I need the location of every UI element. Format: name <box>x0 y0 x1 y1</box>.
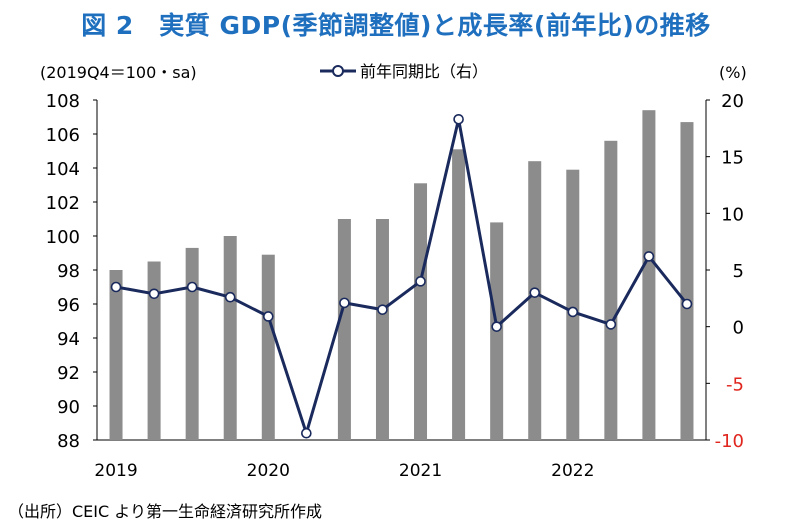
bar-2021Q1 <box>414 183 428 441</box>
bar-2021Q2 <box>452 149 466 441</box>
bar-2022Q2 <box>604 140 618 441</box>
right-tick-label: 10 <box>721 204 744 225</box>
x-tick-label: 2021 <box>399 461 442 481</box>
legend-label: 前年同期比（右） <box>360 62 488 81</box>
growth-point-2020Q4 <box>377 304 388 315</box>
left-tick-label: 96 <box>57 295 80 316</box>
growth-point-2019Q1 <box>110 281 122 293</box>
growth-point-2022Q3 <box>643 251 655 262</box>
bar-2022Q1 <box>566 169 580 440</box>
growth-point-2021Q4 <box>529 287 541 298</box>
left-tick-label: 102 <box>46 193 80 214</box>
source-note: （出所）CEIC より第一生命経済研究所作成 <box>8 502 322 521</box>
growth-point-2019Q2 <box>148 288 160 300</box>
bar-2022Q3 <box>642 110 656 440</box>
left-tick-label: 108 <box>46 91 80 112</box>
growth-point-2021Q1 <box>415 276 426 287</box>
chart-title: 図 2 実質 GDP(季節調整値)と成長率(前年比)の推移 <box>81 11 711 40</box>
left-tick-label: 98 <box>57 261 80 282</box>
bar-2019Q3 <box>185 247 199 440</box>
x-tick-label: 2020 <box>247 461 290 481</box>
bar-2022Q4 <box>680 122 694 440</box>
bar-2019Q1 <box>109 270 123 440</box>
left-tick-label: 90 <box>57 397 80 418</box>
bar-2021Q4 <box>528 161 542 440</box>
plot-area: 108 106 104 102 100 98 96 94 92 90 88 20 15 10 5 0 -5 -10… <box>46 91 744 481</box>
x-tick-label: 2019 <box>94 461 137 481</box>
right-tick-label: -10 <box>715 431 744 452</box>
left-tick-label: 94 <box>57 329 80 350</box>
bar-2020Q3 <box>337 219 351 440</box>
left-tick-label: 100 <box>46 227 80 248</box>
growth-point-2021Q2 <box>453 113 464 125</box>
growth-point-2020Q1 <box>262 311 274 322</box>
right-tick-label: -5 <box>726 374 744 395</box>
right-tick-label: 5 <box>733 261 744 282</box>
growth-rate-line <box>115 117 689 435</box>
bar-2021Q3 <box>490 222 504 440</box>
legend-marker <box>332 65 344 77</box>
right-tick-label: 15 <box>721 148 744 169</box>
growth-point-2022Q2 <box>605 319 617 330</box>
bar-2019Q2 <box>147 261 161 440</box>
left-axis-label: (2019Q4＝100・sa) <box>40 63 197 82</box>
left-tick-label: 104 <box>46 159 80 180</box>
x-tick-label: 2022 <box>551 461 594 481</box>
right-tick-label: 20 <box>721 91 744 112</box>
right-tick-label: 0 <box>733 318 744 339</box>
growth-point-2022Q1 <box>567 306 579 318</box>
growth-point-2021Q3 <box>491 321 502 332</box>
left-tick-label: 88 <box>57 431 80 452</box>
growth-point-2022Q4 <box>681 298 693 310</box>
growth-point-2020Q3 <box>339 297 350 309</box>
right-axis-label: (%) <box>719 63 747 82</box>
legend: 前年同期比（右） <box>320 62 488 81</box>
bar-2020Q4 <box>375 219 389 440</box>
growth-point-2019Q4 <box>224 291 236 303</box>
growth-point-2019Q3 <box>186 281 198 293</box>
bar-2019Q4 <box>223 236 237 440</box>
left-tick-label: 106 <box>46 125 80 146</box>
growth-point-2020Q2 <box>301 427 312 439</box>
bar-2020Q1 <box>261 254 275 440</box>
left-tick-label: 92 <box>57 363 80 384</box>
